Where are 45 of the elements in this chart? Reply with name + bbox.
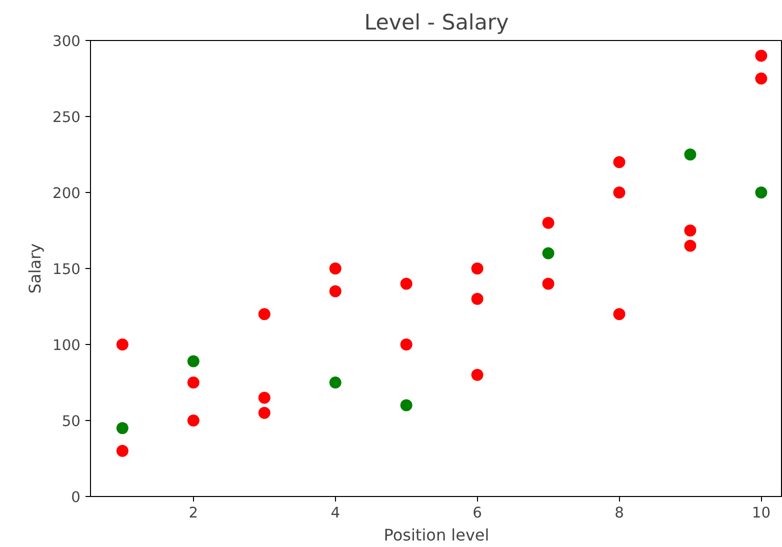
point bbox=[116, 444, 128, 457]
y-tick-label: 150 bbox=[52, 261, 81, 278]
point bbox=[542, 216, 554, 229]
x-axis-title: Position level bbox=[384, 526, 490, 544]
x-tick-label: 6 bbox=[472, 504, 482, 522]
point bbox=[258, 308, 270, 320]
x-tick-label: 8 bbox=[614, 504, 624, 522]
point bbox=[755, 50, 768, 62]
point bbox=[400, 399, 412, 412]
point bbox=[258, 392, 270, 404]
x-tick-label: 2 bbox=[188, 504, 198, 522]
point bbox=[755, 186, 768, 198]
point bbox=[755, 72, 768, 84]
y-tick-label: 250 bbox=[52, 109, 81, 126]
point bbox=[613, 308, 626, 320]
point bbox=[329, 285, 342, 298]
y-tick-label: 50 bbox=[62, 413, 81, 430]
point bbox=[187, 355, 200, 368]
point bbox=[542, 247, 554, 260]
point bbox=[329, 376, 342, 388]
x-tick-label: 4 bbox=[330, 504, 340, 522]
y-tick-label: 300 bbox=[52, 33, 81, 50]
point bbox=[258, 406, 270, 419]
point bbox=[471, 292, 484, 305]
point bbox=[187, 376, 200, 388]
point bbox=[684, 148, 696, 160]
point bbox=[329, 262, 342, 274]
point bbox=[187, 414, 200, 426]
point bbox=[684, 240, 696, 252]
y-tick-label: 200 bbox=[52, 185, 81, 202]
y-tick-label: 100 bbox=[52, 337, 81, 354]
point bbox=[400, 278, 412, 290]
point bbox=[116, 338, 128, 350]
point bbox=[400, 338, 412, 350]
point bbox=[684, 224, 696, 236]
point bbox=[613, 186, 626, 198]
point bbox=[471, 368, 484, 381]
point bbox=[613, 156, 626, 168]
point bbox=[116, 422, 128, 434]
y-axis-title: Salary bbox=[26, 243, 45, 294]
point bbox=[471, 262, 484, 274]
x-tick-label: 10 bbox=[752, 504, 771, 522]
chart-title: Level - Salary bbox=[364, 10, 509, 36]
y-tick-label: 0 bbox=[71, 489, 81, 506]
point bbox=[542, 278, 554, 290]
